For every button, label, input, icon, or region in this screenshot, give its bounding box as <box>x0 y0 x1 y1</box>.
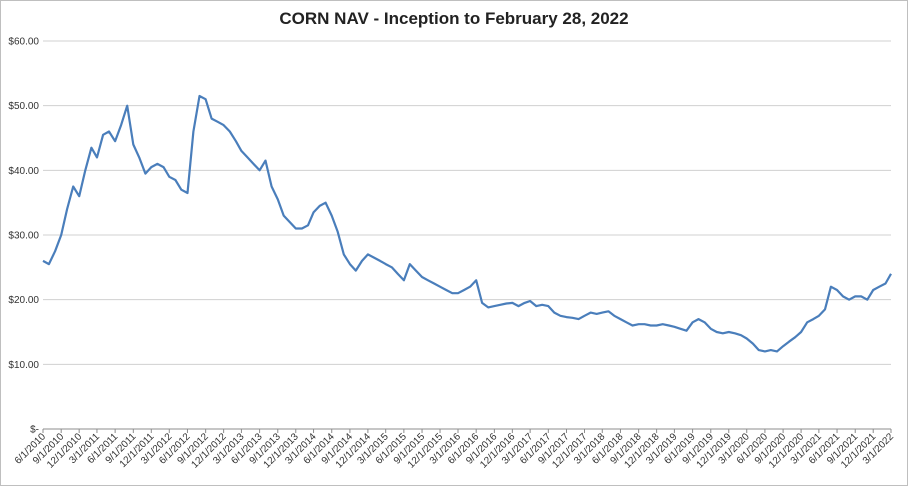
y-tick-label: $60.00 <box>8 37 39 48</box>
y-tick-label: $- <box>30 425 39 436</box>
nav-series-line <box>42 94 892 353</box>
y-tick-label: $50.00 <box>8 101 39 112</box>
y-axis-tick-labels: $- $10.00 $20.00 $30.00 $40.00 $50.00 $60.00 <box>8 37 39 436</box>
series-layer <box>42 94 892 353</box>
y-tick-label: $20.00 <box>8 295 39 306</box>
gridlines <box>43 40 891 365</box>
x-axis-tick-labels: 6/1/20109/1/201012/1/20103/1/20116/1/201… <box>13 429 896 471</box>
y-tick-label: $30.00 <box>8 231 39 242</box>
chart-title: CORN NAV - Inception to February 28, 202… <box>279 9 629 28</box>
y-tick-label: $10.00 <box>8 360 39 371</box>
y-tick-label: $40.00 <box>8 166 39 177</box>
